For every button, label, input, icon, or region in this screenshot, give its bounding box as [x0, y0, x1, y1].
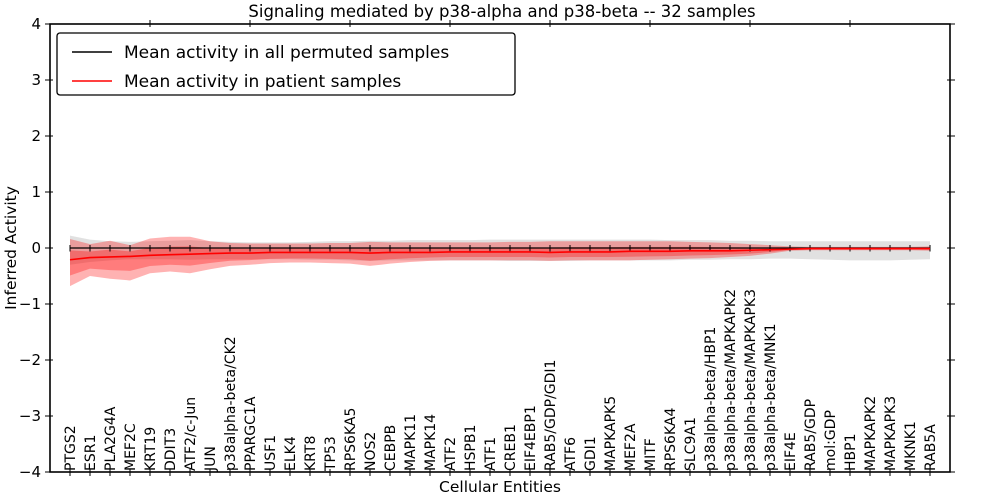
x-tick-label: CREB1: [503, 424, 519, 471]
x-tick-label: SLC9A1: [683, 417, 699, 471]
patient-mean-line: [69, 247, 930, 261]
y-tick-label: −1: [19, 295, 41, 313]
patient-band-outer: [70, 236, 930, 287]
x-tick-label: MITF: [643, 438, 659, 471]
x-tick-label: ATF6: [563, 437, 579, 471]
x-tick-label: GDI1: [583, 436, 599, 471]
legend-label-patient: Mean activity in patient samples: [124, 72, 401, 92]
y-tick-label: 4: [31, 15, 41, 33]
x-tick-label: HBP1: [843, 434, 859, 471]
x-tick-label: RAB5/GDP: [803, 399, 819, 471]
x-tick-label: DDIT3: [163, 428, 179, 471]
x-tick-label: RAB5/GDP/GDI1: [543, 360, 559, 471]
x-tick-label: PTGS2: [63, 425, 79, 471]
patient-band-inner: [70, 246, 930, 276]
y-tick-label: 0: [31, 239, 41, 257]
x-tick-label: TP53: [323, 436, 339, 472]
tick-labels-layer: 4 3 2 1 0 −1 −2 −3 −4 PTGS2 ESR1 PLA2G4A MEF2C KRT19 D…: [19, 15, 939, 481]
x-axis-label: Cellular Entities: [439, 478, 561, 496]
x-tick-label: mol:GDP: [823, 410, 839, 471]
x-tick-label: KRT19: [143, 427, 159, 471]
y-tick-label: 2: [31, 127, 41, 145]
legend-label-permuted: Mean activity in all permuted samples: [124, 43, 449, 63]
x-tick-label: CEBPB: [383, 425, 399, 471]
x-tick-label: MAPKAPK2: [863, 396, 879, 471]
x-tick-label: HSPB1: [463, 425, 479, 471]
x-tick-label: MAPKAPK5: [603, 396, 619, 471]
legend: Mean activity in all permuted samples Me…: [56, 32, 516, 96]
x-tick-label: EIF4E: [783, 432, 799, 471]
x-tick-label: RPS6KA4: [663, 408, 679, 471]
x-tick-label: MEF2C: [123, 423, 139, 471]
x-tick-label: p38alpha-beta/MNK1: [763, 324, 779, 472]
x-tick-label: ATF2: [443, 437, 459, 471]
axes-frame-layer: [45, 20, 955, 476]
x-tick-label: RAB5A: [923, 424, 939, 471]
x-tick-label: MAPK11: [403, 414, 419, 471]
x-tick-label: ESR1: [83, 435, 99, 471]
x-tick-label: MEF2A: [623, 423, 639, 471]
chart-title: Signaling mediated by p38-alpha and p38-…: [248, 2, 755, 21]
x-tick-label: MAPK14: [423, 414, 439, 471]
confidence-bands-layer: [70, 235, 930, 287]
x-tick-label: p38alpha-beta/HBP1: [703, 327, 719, 471]
x-tick-label: MAPKAPK3: [883, 396, 899, 471]
x-tick-label: ATF1: [483, 437, 499, 471]
y-tick-label: −3: [19, 407, 41, 425]
series-lines-layer: [69, 245, 931, 261]
legend-box: [56, 32, 516, 96]
x-tick-label: p38alpha-beta/MAPKAPK2: [723, 289, 739, 471]
x-tick-label: p38alpha-beta/CK2: [223, 336, 239, 471]
y-axis-label: Inferred Activity: [2, 186, 20, 310]
x-tick-label: ATF2/c-Jun: [183, 397, 199, 471]
y-tick-label: 1: [31, 183, 41, 201]
x-tick-label: MKNK1: [903, 421, 919, 471]
x-tick-label: PPARGC1A: [243, 396, 259, 471]
y-tick-label: 3: [31, 71, 41, 89]
x-tick-label: EIF4EBP1: [523, 405, 539, 471]
x-tick-label: KRT8: [303, 436, 319, 471]
permuted-band: [70, 235, 930, 265]
y-tick-label: −4: [19, 463, 41, 481]
x-tick-label: USF1: [263, 435, 279, 471]
x-tick-label: RPS6KA5: [343, 408, 359, 471]
x-tick-label: NOS2: [363, 432, 379, 471]
y-tick-label: −2: [19, 351, 41, 369]
x-tick-label: ELK4: [283, 436, 299, 471]
x-tick-label: p38alpha-beta/MAPKAPK3: [743, 289, 759, 471]
x-tick-label: JUN: [203, 446, 219, 472]
x-tick-label: PLA2G4A: [103, 406, 119, 471]
